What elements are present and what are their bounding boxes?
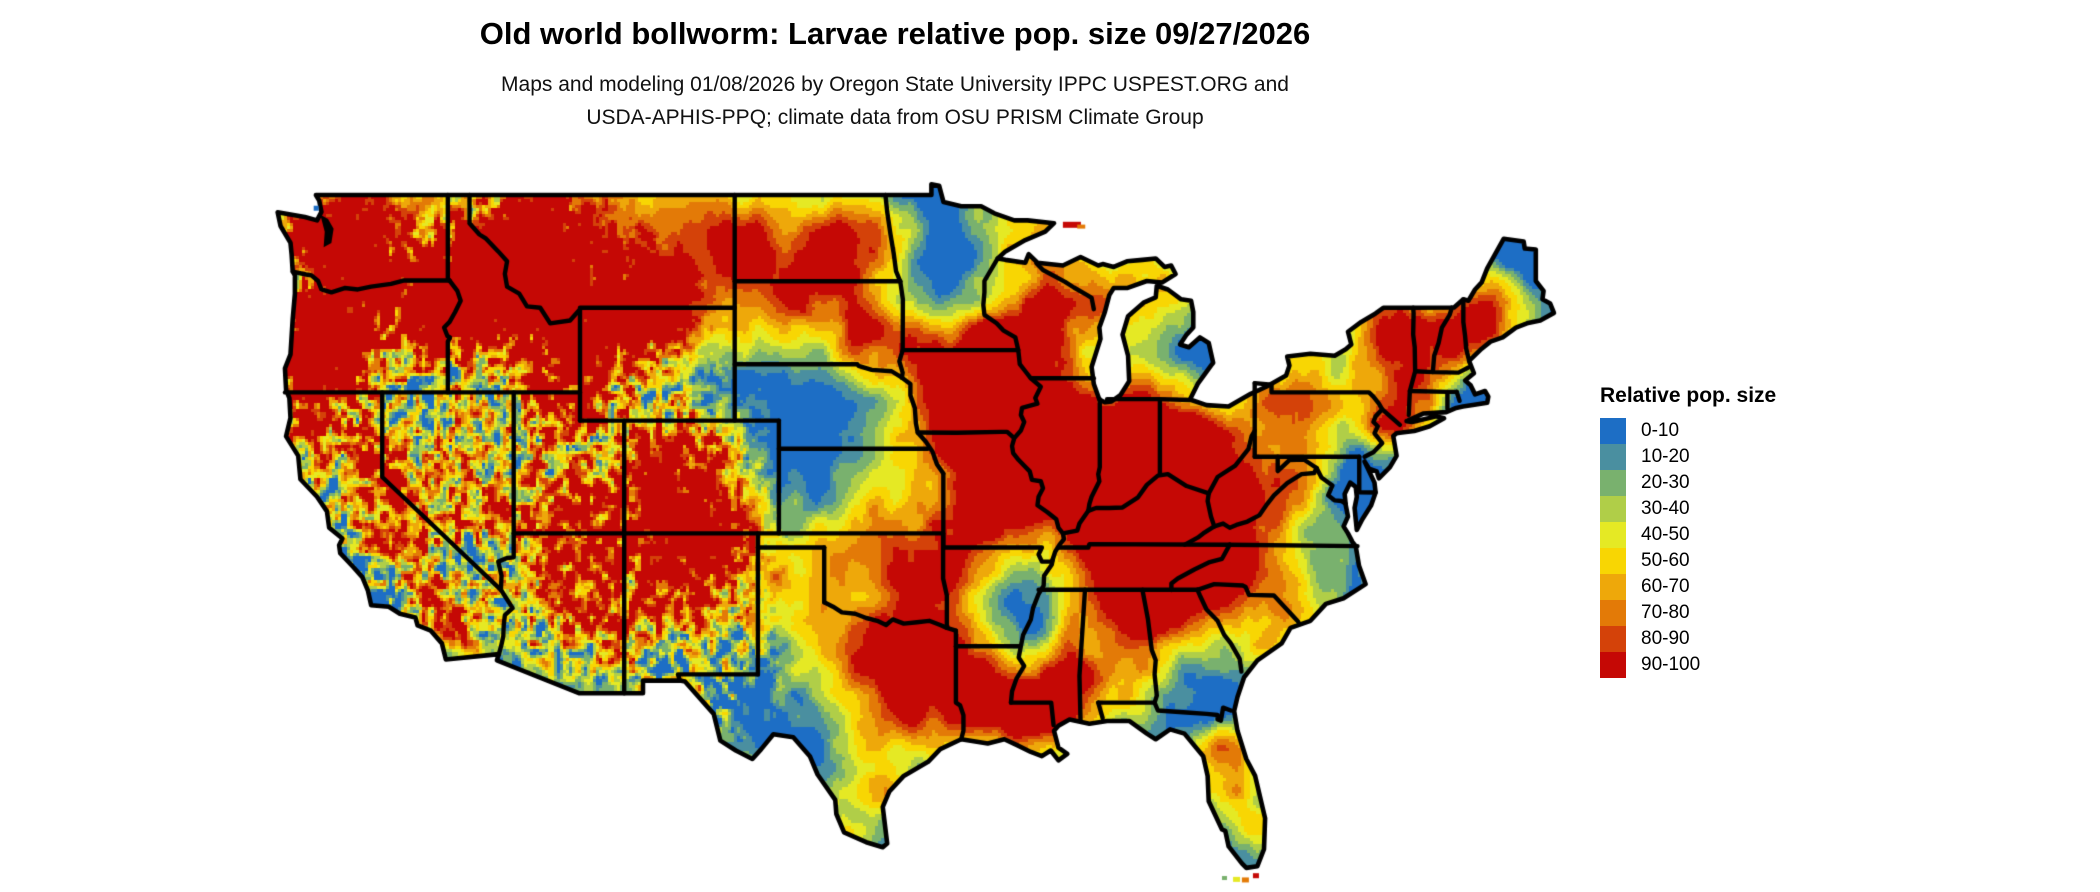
legend-swatch-icon: [1600, 496, 1626, 522]
legend-label: 50-60: [1641, 550, 1690, 571]
legend-label: 60-70: [1641, 576, 1690, 597]
legend-item: 90-100: [1600, 652, 1776, 678]
legend-swatch-icon: [1600, 600, 1626, 626]
legend: Relative pop. size 0-10 10-20 20-30 30-40 40…: [1600, 384, 1776, 678]
legend-item: 10-20: [1600, 444, 1776, 470]
legend-swatch-icon: [1600, 574, 1626, 600]
legend-item: 30-40: [1600, 496, 1776, 522]
legend-label: 40-50: [1641, 524, 1690, 545]
legend-items: 0-10 10-20 20-30 30-40 40-50 50-60 60-70 70-80 8…: [1600, 418, 1776, 678]
legend-swatch-icon: [1600, 470, 1626, 496]
legend-swatch-icon: [1600, 652, 1626, 678]
header: Old world bollworm: Larvae relative pop.…: [340, 16, 1450, 134]
legend-label: 0-10: [1641, 420, 1680, 441]
legend-swatch-icon: [1600, 522, 1626, 548]
legend-item: 50-60: [1600, 548, 1776, 574]
legend-label: 30-40: [1641, 498, 1690, 519]
legend-label: 70-80: [1641, 602, 1690, 623]
legend-swatch-icon: [1600, 418, 1626, 444]
legend-swatch-icon: [1600, 626, 1626, 652]
legend-item: 60-70: [1600, 574, 1776, 600]
legend-swatch-icon: [1600, 548, 1626, 574]
legend-label: 80-90: [1641, 628, 1690, 649]
page-title: Old world bollworm: Larvae relative pop.…: [479, 16, 1311, 51]
legend-item: 80-90: [1600, 626, 1776, 652]
legend-label: 10-20: [1641, 446, 1690, 467]
legend-item: 20-30: [1600, 470, 1776, 496]
legend-title: Relative pop. size: [1600, 384, 1777, 407]
subtitle-line-1: Maps and modeling 01/08/2026 by Oregon S…: [501, 73, 1289, 96]
legend-item: 40-50: [1600, 522, 1776, 548]
legend-item: 0-10: [1600, 418, 1776, 444]
legend-item: 70-80: [1600, 600, 1776, 626]
legend-swatch-icon: [1600, 444, 1626, 470]
legend-label: 20-30: [1641, 472, 1690, 493]
subtitle-line-2: USDA-APHIS-PPQ; climate data from OSU PR…: [586, 106, 1204, 129]
legend-label: 90-100: [1641, 654, 1701, 675]
